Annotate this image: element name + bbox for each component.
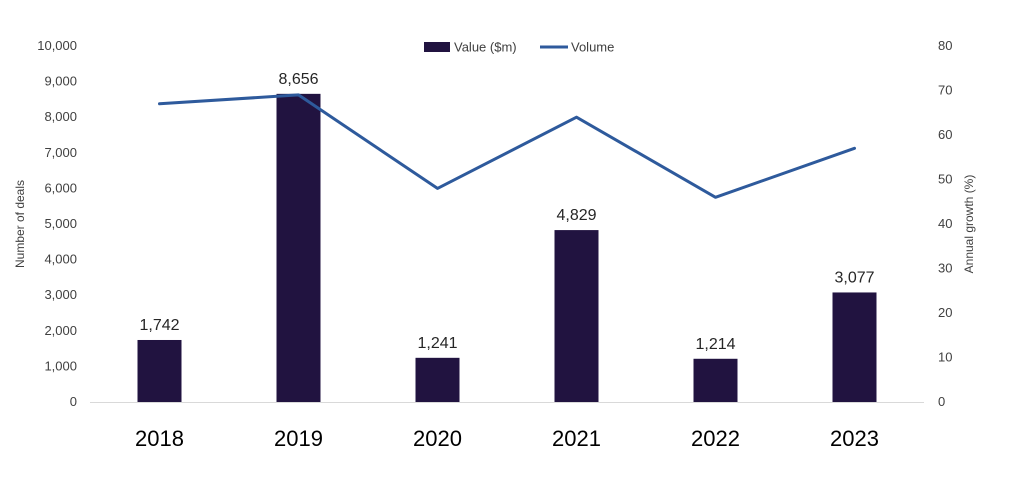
axes: 0 1,000 2,000 3,000 4,000 5,000 6,000 7,000 8,00… — [13, 38, 976, 451]
y-tick-label: 2,000 — [44, 323, 77, 338]
y2-tick-label: 0 — [938, 394, 945, 409]
y2-tick-label: 40 — [938, 216, 952, 231]
legend: Value ($m) Volume — [424, 40, 614, 55]
y-tick-label: 10,000 — [37, 38, 77, 53]
y-tick-label: 9,000 — [44, 74, 77, 89]
y2-tick-label: 10 — [938, 350, 952, 365]
bar — [415, 357, 460, 402]
x-tick-label: 2020 — [413, 426, 462, 451]
y2-tick-label: 20 — [938, 305, 952, 320]
legend-label-value: Value ($m) — [454, 40, 517, 55]
y-axis-title: Number of deals — [13, 180, 27, 268]
x-tick-label: 2023 — [830, 426, 879, 451]
bar — [137, 339, 182, 402]
bar-data-label: 3,077 — [834, 269, 874, 286]
bar-series — [137, 93, 877, 402]
bar — [554, 230, 599, 402]
y2-tick-label: 80 — [938, 38, 952, 53]
x-tick-label: 2019 — [274, 426, 323, 451]
y-tick-label: 1,000 — [44, 358, 77, 373]
y-tick-label: 8,000 — [44, 109, 77, 124]
y2-tick-label: 30 — [938, 261, 952, 276]
x-tick-label: 2022 — [691, 426, 740, 451]
bar-data-label: 1,241 — [417, 335, 457, 352]
bar-data-label: 1,742 — [139, 317, 179, 334]
bar — [832, 292, 877, 402]
y-tick-label: 4,000 — [44, 252, 77, 267]
volume-line — [158, 93, 856, 199]
y2-tick-label: 70 — [938, 83, 952, 98]
y2-tick-label: 50 — [938, 172, 952, 187]
data-labels: 1,742 8,656 1,241 4,829 1,214 3,077 — [139, 71, 874, 353]
y2-axis-title: Annual growth (%) — [962, 175, 976, 274]
bar-data-label: 4,829 — [556, 207, 596, 224]
y2-tick-label: 60 — [938, 127, 952, 142]
bar-data-label: 1,214 — [695, 336, 735, 353]
line-series — [158, 93, 856, 199]
y-tick-label: 3,000 — [44, 287, 77, 302]
y-tick-label: 7,000 — [44, 145, 77, 160]
legend-label-volume: Volume — [571, 40, 614, 55]
y-tick-label: 6,000 — [44, 180, 77, 195]
bar-data-label: 8,656 — [278, 71, 318, 88]
bar — [693, 358, 738, 402]
x-tick-label: 2018 — [135, 426, 184, 451]
bar — [276, 93, 321, 402]
y-tick-label: 5,000 — [44, 216, 77, 231]
x-tick-label: 2021 — [552, 426, 601, 451]
y-tick-label: 0 — [70, 394, 77, 409]
legend-swatch-value — [424, 42, 450, 52]
